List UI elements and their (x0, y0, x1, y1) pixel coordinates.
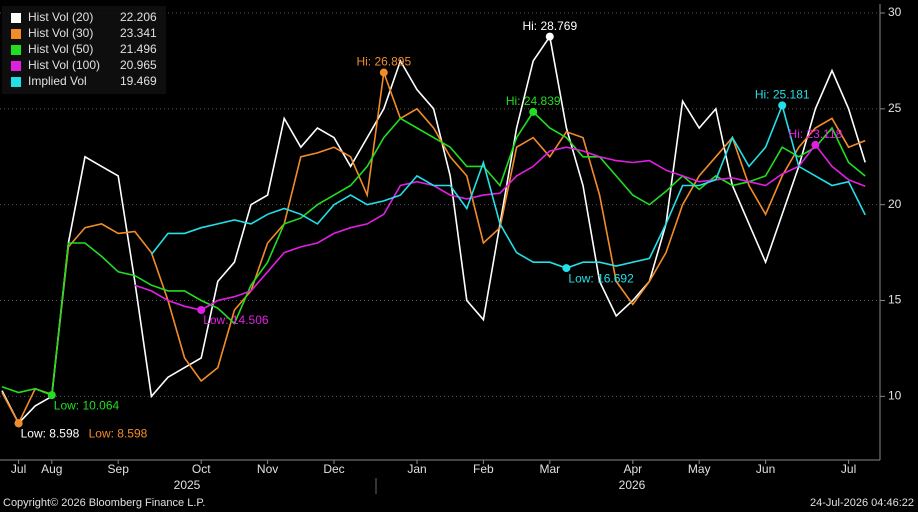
annotation-label: Low: 8.598 (21, 426, 80, 440)
series-line (1, 34, 866, 425)
annotation-dot (379, 68, 388, 77)
annotation-dot (778, 101, 787, 110)
y-tick-label: 15 (888, 293, 902, 307)
legend-value: 19.469 (120, 74, 157, 88)
x-tick-label: Aug (41, 462, 62, 476)
annotation-label: Low: 10.064 (54, 398, 120, 412)
series-line (1, 72, 866, 425)
x-tick-label: Oct (192, 462, 211, 476)
legend-value: 23.341 (120, 26, 157, 40)
y-tick-label: 30 (888, 5, 902, 19)
legend-swatch (11, 13, 21, 23)
series-line (150, 102, 866, 269)
x-tick-label: Feb (473, 462, 494, 476)
annotation-label: Low: 14.506 (203, 313, 269, 327)
annotation-label: Low: 8.598 (89, 426, 148, 440)
x-tick-label: Jul (11, 462, 26, 476)
annotation-dot (545, 32, 554, 41)
timestamp: 24-Jul-2026 04:46:22 (810, 497, 914, 509)
x-tick-label: May (688, 462, 711, 476)
y-tick-label: 10 (888, 389, 902, 403)
legend-box (2, 6, 166, 94)
annotation-label: Low: 16.692 (568, 271, 634, 285)
x-tick-label: Dec (323, 462, 344, 476)
legend-value: 21.496 (120, 42, 157, 56)
y-tick-label: 25 (888, 101, 902, 115)
x-tick-label: Mar (539, 462, 560, 476)
annotation-label: Hi: 24.839 (506, 94, 561, 108)
x-tick-label: Nov (257, 462, 278, 476)
legend-label: Implied Vol (28, 74, 87, 88)
annotation-label: Hi: 28.769 (522, 19, 577, 33)
annotation-dot (529, 107, 538, 116)
year-label: 2025 (174, 478, 201, 492)
annotation-label: Hi: 23.118 (788, 127, 842, 141)
x-tick-label: Jun (756, 462, 775, 476)
copyright: Copyright© 2026 Bloomberg Finance L.P. (3, 497, 205, 509)
annotation-dot (47, 391, 56, 400)
x-tick-label: Jan (407, 462, 426, 476)
series-line (134, 143, 866, 311)
x-tick-label: Jul (841, 462, 856, 476)
annotation-dot (197, 305, 206, 314)
legend-label: Hist Vol (20) (28, 10, 93, 24)
legend-swatch (11, 45, 21, 55)
year-label: 2026 (619, 478, 646, 492)
legend-swatch (11, 29, 21, 39)
annotation-dot (562, 264, 571, 273)
legend-swatch (11, 61, 21, 71)
x-tick-label: Sep (108, 462, 130, 476)
legend-swatch (11, 77, 21, 87)
legend-label: Hist Vol (100) (28, 58, 100, 72)
legend-label: Hist Vol (30) (28, 26, 93, 40)
annotation-dot (811, 140, 820, 149)
legend-value: 22.206 (120, 10, 157, 24)
x-tick-label: Apr (623, 462, 642, 476)
annotation-label: Hi: 25.181 (755, 88, 810, 102)
annotation-label: Hi: 26.895 (356, 55, 411, 69)
annotation-dot (14, 419, 23, 428)
legend-value: 20.965 (120, 58, 157, 72)
legend-label: Hist Vol (50) (28, 42, 93, 56)
y-tick-label: 20 (888, 197, 902, 211)
legend: Hist Vol (20) 22.206 Hist Vol (30) 23.341 Hi… (2, 6, 166, 94)
